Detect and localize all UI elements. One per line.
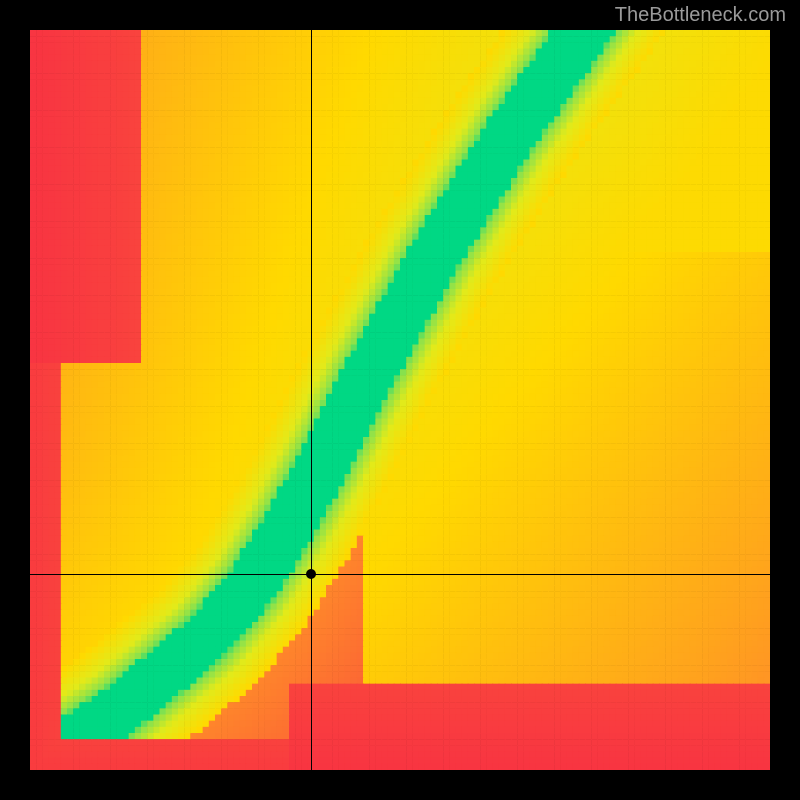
heatmap-plot: [30, 30, 770, 770]
data-point-marker: [306, 569, 316, 579]
watermark-text: TheBottleneck.com: [615, 4, 786, 27]
crosshair-horizontal: [30, 574, 770, 575]
heatmap-canvas: [30, 30, 770, 770]
crosshair-vertical: [311, 30, 312, 770]
